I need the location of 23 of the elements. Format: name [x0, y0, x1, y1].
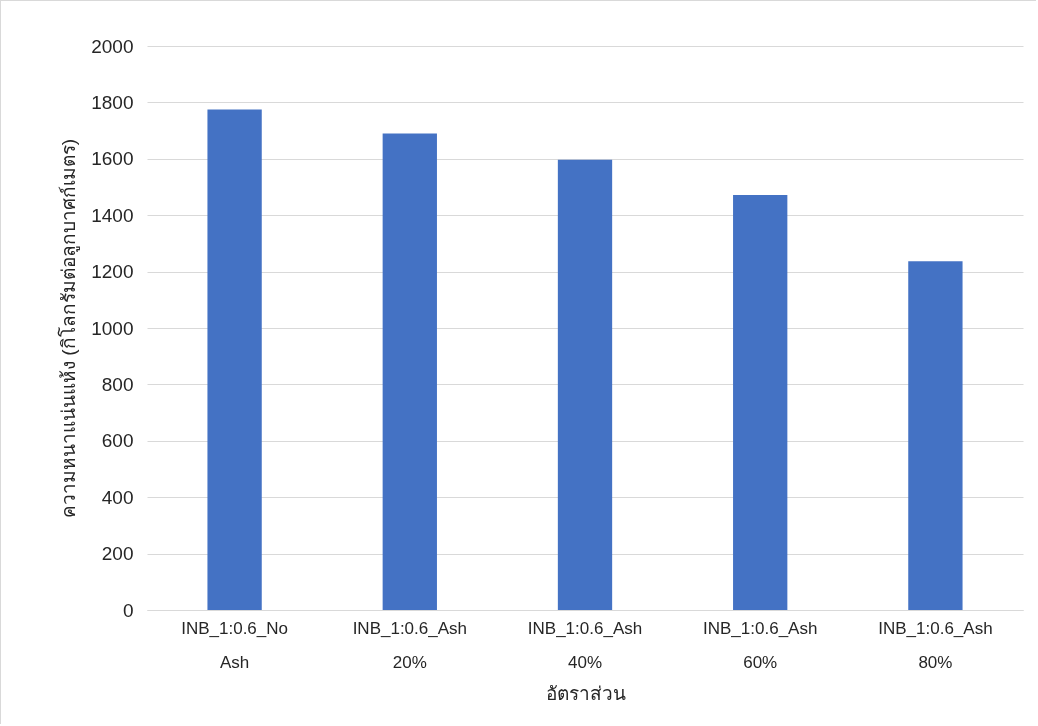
bar [733, 194, 788, 610]
x-tick-label: INB_1:0.6_No Ash [181, 618, 288, 672]
bar [207, 109, 262, 610]
x-tick-label: INB_1:0.6_Ash 20% [352, 618, 467, 672]
bar [908, 261, 963, 610]
bar [382, 133, 437, 610]
y-tick-label: 400 [101, 486, 134, 508]
y-tick-label: 1200 [91, 261, 134, 283]
x-tick-label: INB_1:0.6_Ash 80% [878, 618, 993, 672]
y-axis-title: ความหนาแน่นแห้ง (กิโลกรัมต่อลูกบาศก์เมตร) [57, 139, 81, 518]
y-tick-label: 2000 [91, 35, 134, 57]
y-tick-label: 1400 [91, 204, 134, 226]
y-tick-label: 800 [101, 373, 134, 395]
bar [557, 159, 613, 610]
x-axis-title: อัตราส่วน [545, 682, 626, 704]
y-tick-label: 0 [122, 599, 134, 621]
y-tick-label: 1600 [91, 148, 134, 170]
y-tick-label: 1800 [91, 91, 134, 113]
y-tick-label: 200 [101, 543, 134, 565]
x-tick-label: INB_1:0.6_Ash 40% [527, 618, 643, 672]
y-tick-label: 600 [101, 430, 134, 452]
y-tick-label: 1000 [91, 317, 134, 339]
x-tick-label: INB_1:0.6_Ash 60% [703, 618, 818, 672]
